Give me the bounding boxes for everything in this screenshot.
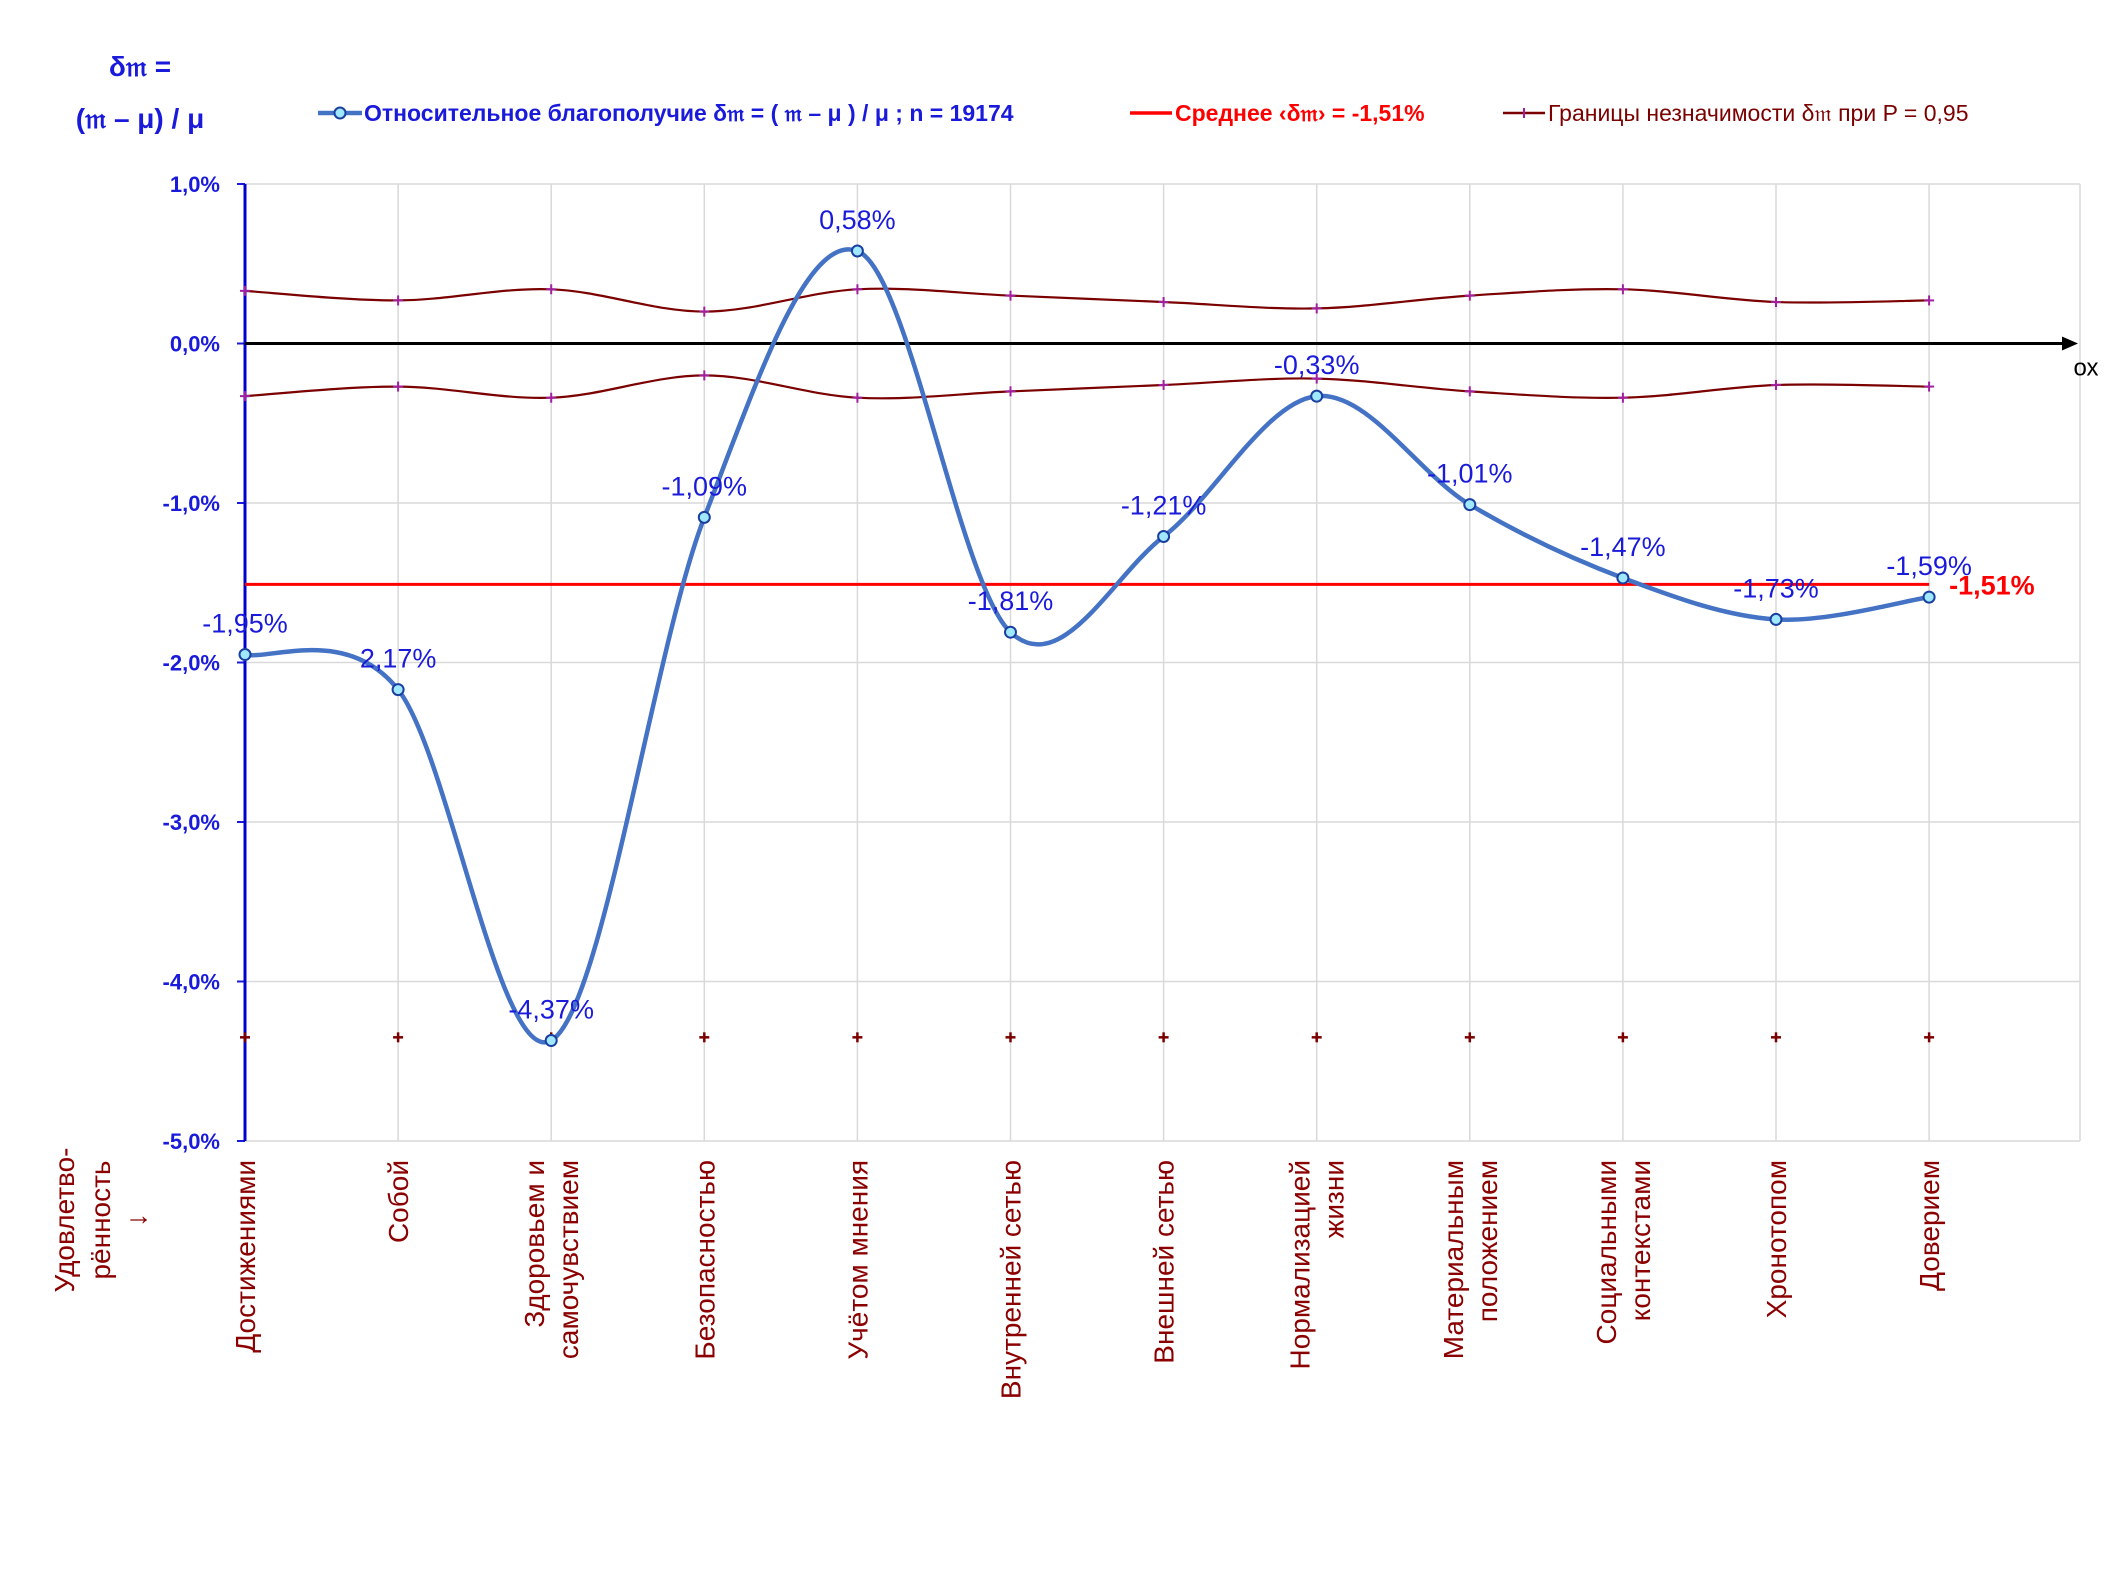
category-label: Достижениями [230,1160,261,1353]
x-axis-title: Удовлетво-рённость ↓ [49,1147,152,1292]
category-label-line: Внутренней сетью [996,1160,1027,1399]
category-label-line: Собой [383,1160,414,1243]
data-label: -1,01% [1427,459,1513,489]
data-point [1922,590,1936,604]
category-label: Собой [383,1160,414,1243]
legend-main-marker-icon [333,106,347,120]
category-label-line: Доверием [1914,1160,1945,1291]
y-tick-label: 0,0% [170,332,220,357]
significance-bounds [240,284,1935,1043]
upper-bound-line [244,287,1930,313]
category-label-line: самочувствием [553,1160,584,1359]
y-tick-label: 1,0% [170,172,220,197]
category-label: Внешней сетью [1149,1160,1180,1364]
main-series [238,244,1936,1048]
lower-bound-line [244,374,1930,400]
category-label-line: Здоровьем и [519,1160,550,1328]
data-point [1769,612,1783,626]
legend-mean-label: Среднее ‹δ𝔪› = -1,51% [1175,100,1425,126]
y-axis-title: δ𝔪 = (𝔪 – μ) / μ [76,51,204,134]
data-label: -4,37% [508,995,594,1025]
data-point [1463,498,1477,512]
category-label-line: Хронотопом [1761,1160,1792,1318]
legend: Относительное благополучие δ𝔪 = ( 𝔪 – μ … [318,100,1969,126]
main-series-line [244,247,1930,1045]
x-axis-title: Удовлетво-рённость ↓ [49,1147,152,1292]
category-label: Нормализацией жизни [1285,1160,1350,1369]
data-label: -1,73% [1733,573,1819,603]
mean-line-group: -1,51% [245,570,2035,600]
data-point [238,648,252,662]
y-tick-label: -4,0% [163,970,220,995]
data-point [544,1034,558,1048]
category-label: Материальным положением [1438,1160,1503,1359]
data-point [850,244,864,258]
category-label: Учётом мнения [842,1160,873,1360]
category-label-line: Безопасностью [689,1160,720,1360]
data-point [1616,571,1630,585]
category-label-line: Социальными [1591,1160,1622,1344]
category-label: Хронотопом [1761,1160,1792,1318]
data-label: -0,33% [1274,350,1360,380]
mean-value-label: -1,51% [1949,570,2035,600]
data-point [1157,529,1171,543]
data-label: 0,58% [819,205,896,235]
category-label-line: Нормализацией [1285,1160,1316,1369]
data-label: -1,81% [968,586,1054,616]
category-label-line: контекстами [1625,1160,1656,1321]
y-tick-label: -5,0% [163,1129,220,1154]
data-label: -1,59% [1886,551,1972,581]
category-label-line: Внешней сетью [1149,1160,1180,1364]
category-labels: Достижениями Собой Здоровьем и самочувствие… [230,1160,1945,1399]
data-point [697,510,711,524]
y-tick-label: -1,0% [163,491,220,516]
category-label-line: Достижениями [230,1160,261,1353]
category-label-line: Учётом мнения [842,1160,873,1360]
data-label: -1,09% [662,471,748,501]
category-label-line: Материальным [1438,1160,1469,1359]
category-label: Доверием [1914,1160,1945,1291]
data-label: -1,47% [1580,532,1666,562]
x-axis-name: ох [2073,355,2098,382]
x-axis-title-line: рённость [85,1160,116,1279]
data-labels: -1,95% 2,17% -4,37% -1,09% 0,58% -1,81% -1,21%… [202,205,1972,1025]
data-label: -1,21% [1121,490,1207,520]
data-label: 2,17% [360,644,437,674]
data-point [391,683,405,697]
category-label-line: жизни [1319,1160,1350,1238]
x-axis-title-line: ↓ [121,1213,152,1227]
y-tick-label: -2,0% [163,651,220,676]
category-label: Социальными контекстами [1591,1160,1656,1344]
data-point [1004,625,1017,639]
data-point [1310,389,1324,403]
legend-main-label: Относительное благополучие δ𝔪 = ( 𝔪 – μ … [364,100,1014,126]
y-axis-title-line: (𝔪 – μ) / μ [76,103,204,134]
category-label: Безопасностью [689,1160,720,1360]
category-label-line: положением [1472,1160,1503,1322]
y-axis-title-line: δ𝔪 = [109,51,171,82]
data-label: -1,95% [202,609,288,639]
y-axis-ticks: 1,0% 0,0% -1,0% -2,0% -3,0% -4,0% -5,0% [163,172,245,1154]
legend-bounds-label: Границы незначимости δ𝔪 при P = 0,95 [1548,100,1969,126]
y-tick-label: -3,0% [163,810,220,835]
category-label: Внутренней сетью [996,1160,1027,1399]
x-axis-arrow-icon [2062,336,2078,351]
axes: ох [243,184,2099,1141]
category-label: Здоровьем и самочувствием [519,1160,584,1359]
x-axis-title-line: Удовлетво- [49,1147,80,1292]
